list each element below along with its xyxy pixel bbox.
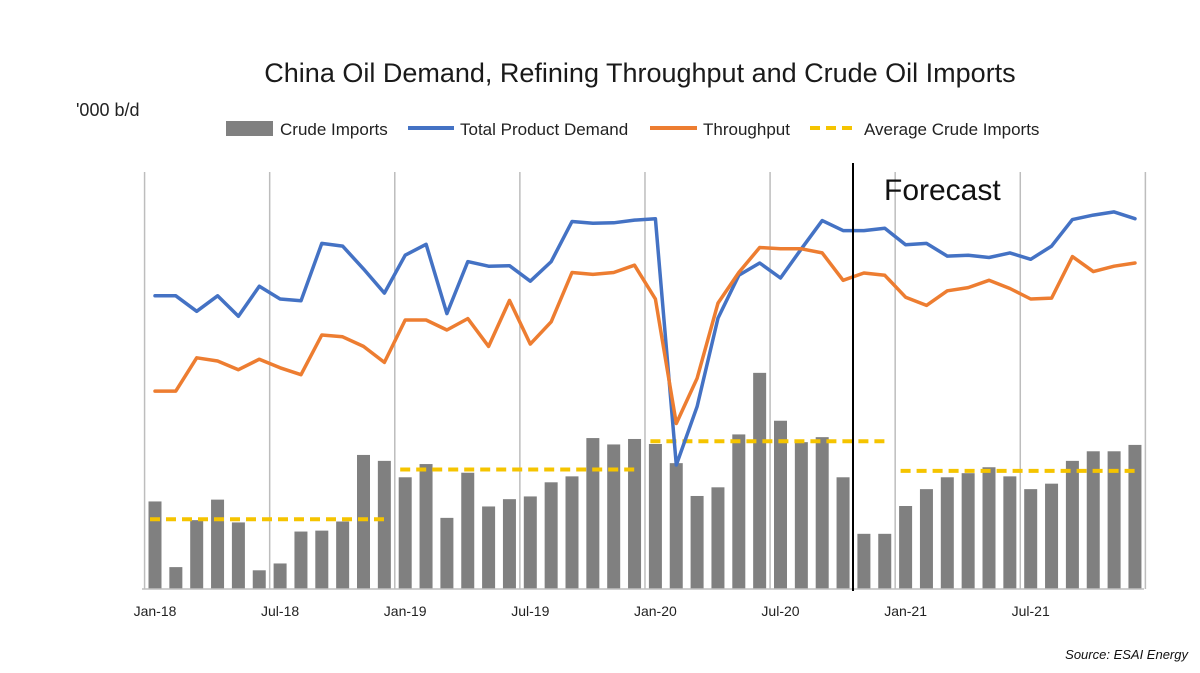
bar-crude-imports[interactable] [690, 495, 704, 589]
bar-crude-imports[interactable] [336, 521, 350, 589]
source-note: Source: ESAI Energy [1065, 647, 1188, 662]
bar-crude-imports[interactable] [315, 530, 329, 589]
legend-label-crude-imports: Crude Imports [280, 120, 388, 139]
bar-crude-imports[interactable] [523, 496, 537, 589]
bar-crude-imports[interactable] [586, 438, 600, 589]
bar-crude-imports[interactable] [1107, 451, 1121, 589]
bar-crude-imports[interactable] [648, 443, 662, 589]
bar-crude-imports[interactable] [169, 567, 183, 589]
legend-entry-total-product-demand[interactable]: Total Product Demand [408, 120, 628, 139]
bar-crude-imports[interactable] [982, 467, 996, 589]
bar-crude-imports[interactable] [607, 444, 621, 589]
bar-crude-imports[interactable] [1024, 489, 1038, 589]
bar-crude-imports[interactable] [377, 460, 391, 589]
bar-crude-imports[interactable] [1128, 444, 1142, 589]
x-tick-label: Jul-21 [1012, 603, 1050, 619]
bar-crude-imports[interactable] [544, 482, 558, 589]
legend-label-total-product-demand: Total Product Demand [460, 120, 628, 139]
bar-crude-imports[interactable] [794, 442, 808, 589]
bar-crude-imports[interactable] [357, 454, 370, 589]
bar-crude-imports[interactable] [482, 506, 496, 589]
bar-crude-imports[interactable] [919, 489, 933, 589]
bar-crude-imports[interactable] [252, 570, 266, 589]
line-throughput[interactable] [153, 245, 1137, 426]
bar-crude-imports[interactable] [1003, 476, 1017, 589]
bar-crude-imports[interactable] [836, 477, 850, 589]
bar-crude-imports[interactable] [273, 563, 287, 589]
bar-crude-imports[interactable] [774, 420, 787, 589]
bar-crude-imports[interactable] [440, 517, 454, 589]
legend-entry-average-crude-imports[interactable]: Average Crude Imports [810, 120, 1039, 139]
bar-crude-imports[interactable] [940, 477, 954, 589]
bar-crude-imports[interactable] [502, 499, 516, 589]
bar-crude-imports[interactable] [961, 473, 975, 589]
bar-crude-imports[interactable] [565, 476, 579, 589]
bar-crude-imports[interactable] [294, 531, 308, 589]
x-tick-label: Jul-18 [261, 603, 299, 619]
line-total-product-demand[interactable] [153, 210, 1137, 467]
bar-crude-imports[interactable] [398, 477, 412, 589]
bar-crude-imports[interactable] [419, 464, 433, 589]
bar-crude-imports[interactable] [1065, 460, 1079, 589]
legend-swatch-crude-imports [226, 121, 273, 136]
bar-crude-imports[interactable] [231, 522, 245, 589]
bar-crude-imports[interactable] [1045, 483, 1059, 589]
x-tick-label: Jan-20 [634, 603, 677, 619]
bar-crude-imports[interactable] [669, 463, 683, 589]
gridlines [143, 172, 1147, 589]
chart-legend: Crude Imports Total Product Demand Throu… [226, 120, 1039, 139]
bar-crude-imports[interactable] [732, 434, 746, 589]
legend-label-average-crude-imports: Average Crude Imports [864, 120, 1039, 139]
bar-crude-imports[interactable] [211, 499, 225, 589]
legend-entry-throughput[interactable]: Throughput [650, 120, 790, 139]
bar-crude-imports[interactable] [1086, 451, 1100, 589]
bar-crude-imports[interactable] [461, 472, 475, 589]
dashed-series-average-crude-imports [150, 439, 1140, 522]
bar-crude-imports[interactable] [815, 437, 829, 589]
bar-crude-imports[interactable] [857, 533, 871, 589]
bar-crude-imports[interactable] [711, 487, 725, 589]
x-tick-label: Jan-18 [134, 603, 177, 619]
legend-entry-crude-imports[interactable]: Crude Imports [226, 120, 388, 139]
x-tick-label: Jan-19 [384, 603, 427, 619]
bar-crude-imports[interactable] [628, 438, 642, 589]
x-tick-label: Jul-20 [761, 603, 799, 619]
bar-crude-imports[interactable] [899, 506, 913, 589]
bar-crude-imports[interactable] [190, 520, 204, 589]
legend-label-throughput: Throughput [703, 120, 790, 139]
line-series [153, 210, 1137, 467]
bar-crude-imports[interactable] [148, 501, 162, 589]
bar-series-crude-imports [148, 372, 1142, 589]
x-tick-label: Jan-21 [884, 603, 927, 619]
x-axis-tick-labels: Jan-18 Jul-18 Jan-19 Jul-19 Jan-20 Jul-20 Jan-… [134, 603, 1050, 619]
bar-crude-imports[interactable] [753, 372, 767, 589]
forecast-annotation: Forecast [884, 174, 1001, 207]
y-axis-unit-label: '000 b/d [76, 100, 140, 120]
bar-crude-imports[interactable] [878, 533, 892, 589]
x-tick-label: Jul-19 [511, 603, 549, 619]
chart-title: China Oil Demand, Refining Throughput an… [264, 58, 1016, 88]
